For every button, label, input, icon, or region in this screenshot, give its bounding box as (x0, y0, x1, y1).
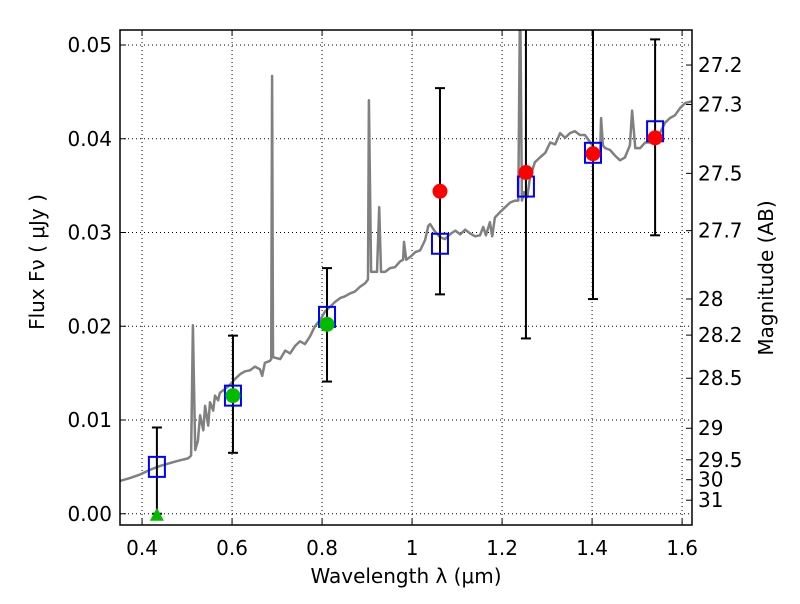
observed-flux-point (319, 316, 335, 332)
magnitude-tick-label: 27.3 (698, 93, 743, 117)
plot-frame (119, 29, 693, 526)
model-flux-square (583, 141, 602, 164)
magnitude-tick-label: 27.5 (698, 161, 743, 185)
y-tick-label: 0.03 (67, 221, 112, 245)
observed-points (149, 130, 663, 521)
plot-area (120, 30, 692, 521)
model-points (147, 120, 665, 478)
y-tick-label: 0.05 (67, 33, 112, 57)
magnitude-tick-label: 29 (698, 416, 723, 440)
magnitude-tick-label: 28 (698, 287, 723, 311)
magnitude-tick-label: 31 (698, 488, 723, 512)
magnitude-tick-label: 28.5 (698, 366, 743, 390)
x-tick-label: 0.8 (306, 536, 338, 560)
model-flux-square (147, 455, 166, 478)
observed-flux-point (518, 165, 534, 180)
y-axis-ticks: 0.00 0.01 0.02 0.03 0.04 0.05 (67, 33, 126, 526)
x-tick-label: 1.4 (576, 536, 608, 560)
upper-limit-triangle (149, 507, 164, 521)
x-tick-label: 1.6 (666, 536, 698, 560)
observed-flux-point (432, 183, 448, 199)
x-axis-label: Wavelength λ (μm) (310, 564, 501, 588)
x-tick-label: 1 (406, 536, 419, 560)
model-flux-square (430, 232, 449, 255)
magnitude-tick-label: 27.2 (698, 53, 743, 77)
magnitude-tick-label: 29.5 (698, 448, 743, 472)
observed-flux-point (585, 146, 601, 162)
observed-flux-point (225, 388, 241, 404)
y-tick-label: 0.00 (67, 502, 112, 526)
y-tick-label: 0.02 (67, 314, 112, 338)
x-tick-label: 0.6 (216, 536, 248, 560)
x-axis-ticks: 0.4 0.6 0.8 1 1.2 1.4 1.6 (126, 30, 698, 560)
observed-flux-point (647, 130, 663, 146)
spectrum-line (120, 30, 692, 483)
magnitude-tick-label: 27.7 (698, 219, 743, 243)
y-axis-label: Flux Fν ( μJy ) (25, 194, 49, 330)
magnitude-axis-label: Magnitude (AB) (754, 200, 778, 355)
y-tick-label: 0.04 (67, 127, 112, 151)
magnitude-tick-label: 30 (698, 468, 723, 492)
x-tick-label: 1.2 (486, 536, 518, 560)
y-tick-label: 0.01 (67, 408, 112, 432)
model-flux-square (223, 384, 242, 407)
x-tick-label: 0.4 (126, 536, 158, 560)
magnitude-tick-label: 28.2 (698, 323, 743, 347)
grid (120, 30, 692, 525)
